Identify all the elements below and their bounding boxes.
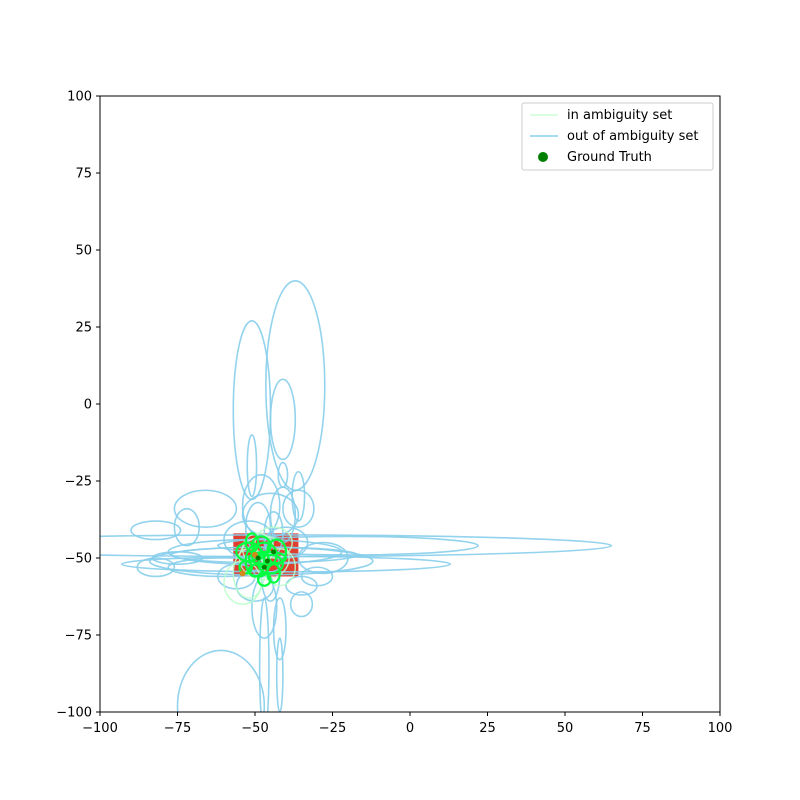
y-tick-label: −75 (65, 629, 92, 644)
ellipse-out-of-set (285, 575, 318, 596)
ellipse-in-set-core (256, 572, 272, 587)
ellipse-out-of-set (130, 520, 182, 541)
plot-area (100, 279, 613, 712)
x-tick-label: −25 (319, 721, 346, 736)
y-tick-label: −100 (56, 706, 92, 721)
y-tick-label: 100 (67, 90, 92, 105)
ground-truth-point (261, 564, 267, 570)
x-tick-label: −100 (82, 721, 118, 736)
legend-swatch-ground-truth (538, 152, 548, 162)
ellipse-out-of-set (173, 507, 201, 547)
ellipse-out-of-set (258, 597, 270, 712)
ellipse-in-set-core (247, 550, 288, 566)
x-tick-label: 75 (634, 721, 651, 736)
ellipse-out-of-set (289, 591, 314, 618)
ellipse-out-of-set (297, 541, 349, 575)
ellipse-in-set-core (244, 532, 260, 553)
y-tick-label: 0 (84, 398, 92, 413)
x-tick-label: 0 (406, 721, 414, 736)
y-tick-label: −50 (65, 552, 92, 567)
ground-truth-point (264, 558, 270, 564)
y-tick-label: 25 (75, 321, 92, 336)
x-tick-label: −75 (164, 721, 191, 736)
x-tick-label: 50 (557, 721, 574, 736)
legend-box (521, 102, 714, 171)
legend: in ambiguity set out of ambiguity set Gr… (521, 102, 714, 171)
ellipse-out-of-set (246, 434, 258, 498)
y-tick-label: 50 (75, 244, 92, 259)
ellipse-out-of-set (235, 569, 275, 602)
ellipse-in-set-core (238, 559, 253, 575)
x-axis: −100 −75 −50 −25 0 25 50 75 100 (82, 712, 732, 736)
ellipse-in-set (254, 526, 293, 559)
legend-label-ground-truth: Ground Truth (567, 150, 652, 165)
legend-label-in-set: in ambiguity set (567, 108, 672, 123)
x-tick-label: 100 (708, 721, 733, 736)
ellipse-out-of-set (151, 551, 204, 565)
ground-truth-point (255, 555, 261, 561)
estimate-marker (239, 570, 246, 577)
ellipse-out-of-set (176, 649, 266, 712)
ellipse-out-of-set (282, 489, 315, 528)
y-tick-label: 75 (75, 167, 92, 182)
x-tick-label: 25 (479, 721, 496, 736)
y-tick-label: −25 (65, 475, 92, 490)
legend-label-out-set: out of ambiguity set (567, 129, 698, 144)
ground-truth-point (271, 549, 277, 555)
x-tick-label: −50 (241, 721, 268, 736)
ellipse-out-of-set (173, 489, 238, 528)
y-axis: −100 −75 −50 −25 0 25 50 75 100 (56, 90, 100, 721)
